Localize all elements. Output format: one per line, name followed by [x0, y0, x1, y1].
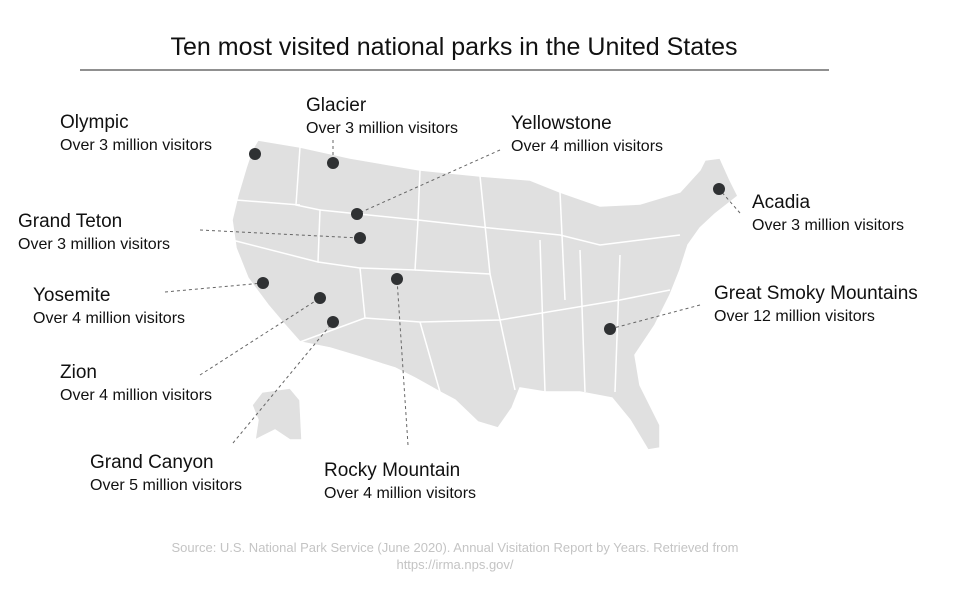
park-visitors: Over 4 million visitors	[33, 310, 185, 327]
park-name: Grand Teton	[18, 211, 122, 232]
park-visitors: Over 12 million visitors	[714, 308, 875, 325]
park-dot	[354, 232, 366, 244]
park-markers: Olympic Over 3 million visitors Glacier Ove…	[18, 95, 918, 502]
park-visitors: Over 3 million visitors	[752, 217, 904, 234]
park-dot	[351, 208, 363, 220]
contiguous-states	[231, 139, 739, 451]
park-visitors: Over 3 million visitors	[18, 236, 170, 253]
park-name: Yellowstone	[511, 113, 612, 134]
leader-line	[396, 278, 409, 446]
park-name: Yosemite	[33, 285, 110, 306]
park-name: Zion	[60, 362, 97, 383]
park-name: Great Smoky Mountains	[714, 283, 918, 304]
alaska	[251, 387, 303, 442]
leader-line	[232, 321, 334, 444]
park-dot	[713, 183, 725, 195]
park-dot	[604, 323, 616, 335]
us-map	[231, 139, 739, 451]
park-visitors: Over 4 million visitors	[511, 138, 663, 155]
park-visitors: Over 4 million visitors	[324, 485, 476, 502]
park-dot	[257, 277, 269, 289]
park-dot	[391, 273, 403, 285]
park-name: Glacier	[306, 95, 367, 116]
source-note: Source: U.S. National Park Service (June…	[171, 540, 739, 572]
park-dot	[327, 316, 339, 328]
park-dot	[314, 292, 326, 304]
park-dot	[327, 157, 339, 169]
park-name: Rocky Mountain	[324, 460, 460, 481]
park-visitors: Over 3 million visitors	[306, 120, 458, 137]
park-visitors: Over 5 million visitors	[90, 477, 242, 494]
park-dot	[249, 148, 261, 160]
state-lines	[231, 146, 681, 393]
leader-line	[164, 282, 264, 293]
park-name: Acadia	[752, 192, 811, 213]
park-name: Olympic	[60, 112, 129, 133]
title: Ten most visited national parks in the U…	[171, 33, 738, 61]
park-visitors: Over 4 million visitors	[60, 387, 212, 404]
park-visitors: Over 3 million visitors	[60, 137, 212, 154]
park-name: Grand Canyon	[90, 452, 214, 473]
leader-line	[199, 229, 361, 239]
leader-line	[356, 149, 501, 215]
